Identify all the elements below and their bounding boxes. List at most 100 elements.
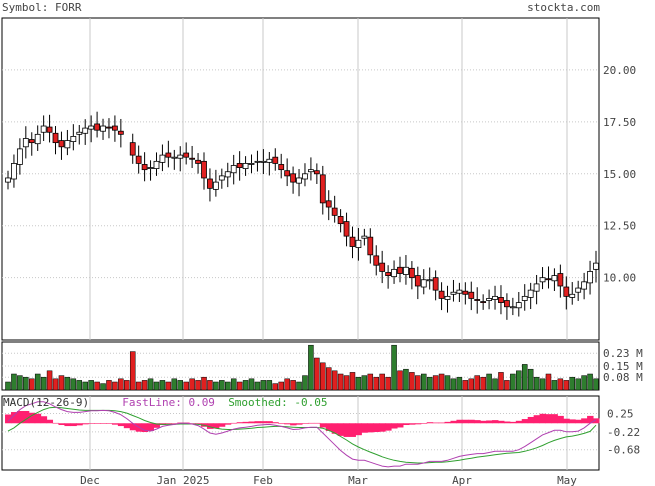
volume-bar: [450, 378, 457, 391]
macd-histogram-bar: [492, 420, 499, 424]
macd-histogram-bar: [284, 423, 291, 425]
candle-up: [82, 127, 89, 134]
volume-bar: [587, 373, 593, 391]
candle-down: [183, 152, 190, 158]
candle-down: [117, 130, 124, 135]
macd-histogram-bar: [248, 421, 255, 424]
macd-histogram-bar: [230, 422, 238, 424]
candle-down: [313, 170, 320, 175]
macd-histogram-bar: [438, 422, 446, 424]
macd-histogram-bar: [58, 423, 65, 426]
candle-up: [296, 177, 302, 184]
candle-down: [135, 155, 142, 164]
volume-bar: [379, 373, 385, 391]
volume-bar: [349, 372, 356, 391]
macd-histogram-bar: [254, 421, 261, 424]
macd-histogram-bar: [515, 420, 523, 424]
candle-up: [575, 287, 582, 293]
macd-histogram-bar: [272, 422, 279, 424]
macd-histogram-bar: [343, 423, 351, 437]
volume-bar: [444, 375, 451, 391]
volume-bar: [421, 373, 427, 391]
candle-up: [16, 148, 23, 165]
volume-bar: [296, 381, 302, 391]
volume-bar: [468, 378, 475, 391]
volume-bar: [118, 378, 124, 391]
macd-smooth-label: Smoothed: -0.05: [228, 396, 328, 409]
macd-histogram-bar: [266, 421, 273, 424]
volume-bar: [58, 375, 65, 391]
candle-down: [498, 297, 504, 304]
macd-histogram-bar: [486, 420, 493, 424]
macd-histogram-bar: [100, 423, 107, 424]
volume-bar: [403, 368, 409, 391]
candle-down: [290, 173, 296, 183]
volume-bar: [94, 381, 100, 391]
volume-bar: [124, 380, 130, 391]
macd-histogram-bar: [503, 421, 511, 424]
macd-histogram-bar: [260, 421, 267, 424]
macd-histogram-bar: [106, 423, 113, 424]
macd-fast-label: FastLine: 0.09: [122, 396, 215, 409]
candle-down: [52, 132, 59, 144]
candle-down: [563, 286, 570, 297]
volume-bar: [551, 380, 558, 391]
macd-histogram-bar: [563, 418, 570, 424]
volume-bar: [462, 380, 469, 391]
candle-up: [308, 169, 314, 173]
volume-bar: [510, 373, 516, 391]
volume-bar: [52, 378, 59, 391]
candle-down: [207, 178, 213, 189]
volume-bar: [504, 380, 510, 391]
macd-histogram-bar: [10, 412, 18, 424]
macd-histogram-bar: [456, 419, 463, 424]
volume-bar: [438, 373, 445, 391]
macd-histogram-bar: [420, 423, 428, 424]
macd-histogram-bar: [16, 410, 24, 424]
macd-histogram-bar: [551, 414, 558, 424]
volume-bar: [112, 381, 118, 391]
macd-tick-label: -0.68: [607, 444, 640, 457]
candle-down: [474, 299, 481, 301]
candle-down: [106, 126, 112, 129]
macd-histogram-bar: [76, 423, 83, 426]
candle-down: [201, 160, 207, 179]
candle-up: [248, 163, 255, 165]
candle-up: [361, 235, 368, 239]
volume-bar: [219, 380, 225, 391]
macd-histogram-bar: [117, 423, 125, 427]
volume-bar: [248, 378, 255, 391]
candle-down: [504, 300, 510, 308]
volume-bar: [76, 380, 83, 391]
volume-bar: [17, 375, 23, 391]
volume-bar: [545, 373, 552, 391]
volume-bar: [141, 380, 148, 391]
macd-histogram-bar: [408, 423, 416, 425]
candle-up: [11, 163, 17, 180]
candle-up: [40, 125, 47, 133]
volume-bar: [557, 378, 564, 391]
macd-histogram-bar: [361, 423, 368, 433]
candle-up: [254, 160, 261, 163]
candle-down: [438, 290, 445, 299]
volume-bar: [165, 381, 172, 391]
volume-bar: [129, 351, 136, 391]
candle-down: [557, 273, 564, 287]
macd-histogram-bar: [432, 422, 440, 424]
volume-bar: [135, 381, 142, 391]
candle-up: [34, 133, 41, 145]
macd-histogram-bar: [171, 423, 178, 424]
macd-histogram-bar: [224, 423, 232, 425]
volume-bar: [272, 383, 279, 391]
candle-down: [189, 157, 196, 160]
macd-histogram-bar: [195, 423, 202, 425]
candle-down: [46, 126, 53, 133]
macd-histogram-bar: [397, 423, 404, 428]
candle-up: [100, 125, 106, 132]
macd-histogram-bar: [313, 422, 321, 424]
macd-histogram-bar: [206, 423, 214, 429]
volume-bar: [70, 378, 77, 391]
macd-histogram-bar: [539, 413, 547, 424]
candle-up: [527, 289, 534, 298]
